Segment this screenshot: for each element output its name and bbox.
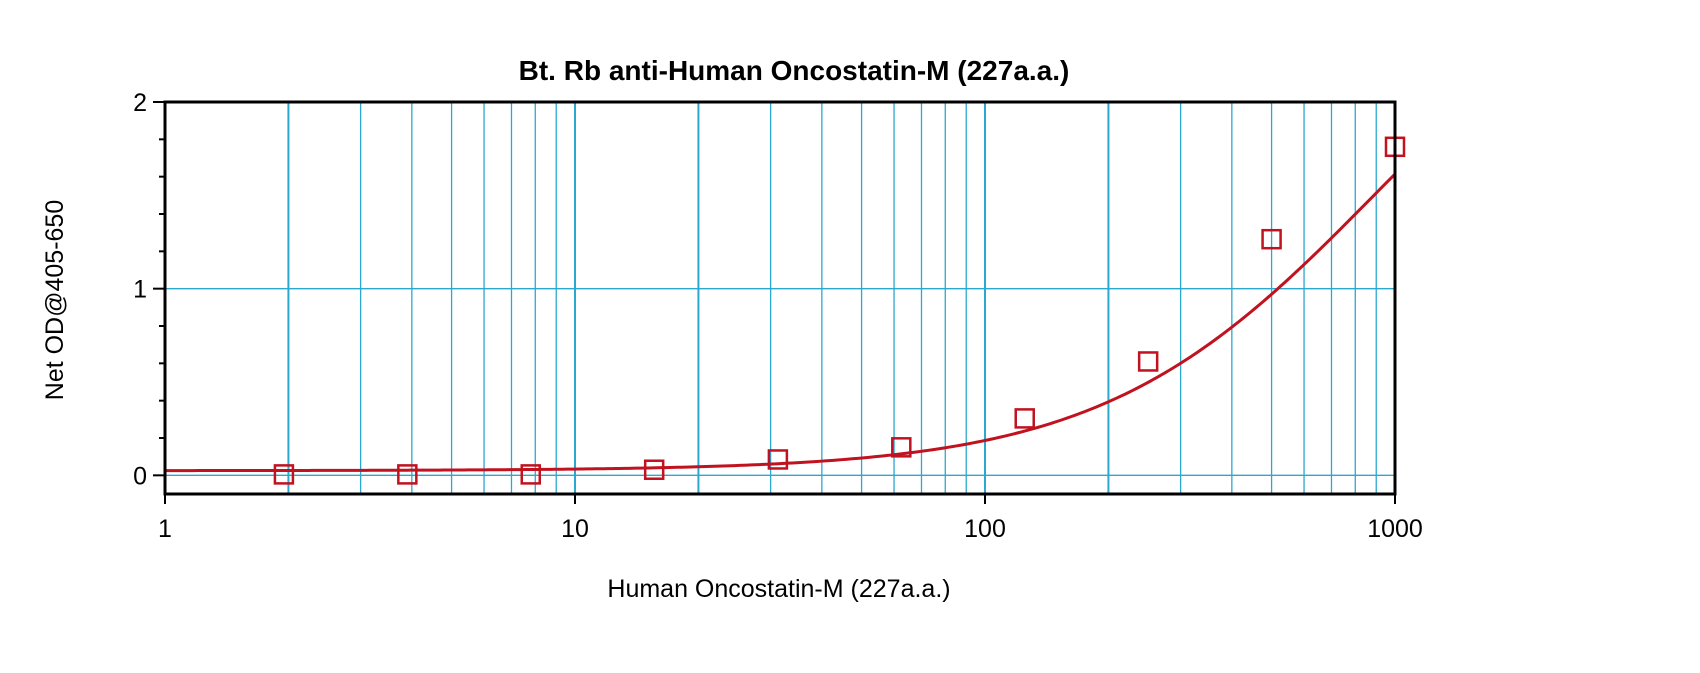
x-axis-label: Human Oncostatin-M (227a.a.) — [607, 575, 950, 603]
chart-title: Bt. Rb anti-Human Oncostatin-M (227a.a.) — [519, 55, 1070, 86]
fit-curve-group — [164, 172, 1397, 473]
x-tick-label: 1 — [158, 515, 172, 543]
data-point — [1014, 408, 1035, 429]
y-tick-label: 1 — [133, 276, 147, 304]
data-point — [397, 464, 418, 485]
plot-frame — [163, 100, 1397, 496]
y-tick-labels: 0 1 2 — [133, 89, 165, 490]
data-point — [767, 449, 789, 470]
data-point — [1261, 228, 1282, 250]
grid — [165, 101, 1395, 494]
x-tick-label: 10 — [561, 515, 589, 543]
data-points — [273, 136, 1406, 485]
y-tick-label: 0 — [133, 462, 147, 490]
data-point — [273, 464, 295, 485]
x-tick-labels: 1 10 100 1000 — [158, 494, 1423, 543]
x-tick-label: 100 — [964, 515, 1006, 543]
data-point — [520, 464, 542, 485]
data-point — [1137, 351, 1159, 372]
x-tick-label: 1000 — [1367, 515, 1423, 543]
data-point — [891, 437, 912, 458]
fit-curve — [164, 172, 1397, 473]
data-point — [643, 459, 665, 480]
y-tick-label: 2 — [133, 89, 147, 117]
y-axis-label: Net OD@405-650 — [41, 200, 69, 400]
